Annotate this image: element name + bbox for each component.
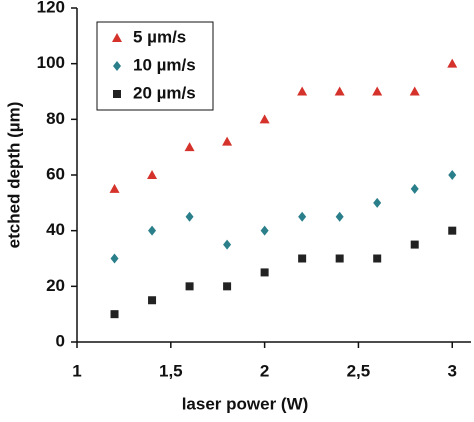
y-tick-label: 40: [46, 220, 65, 239]
legend-marker: [113, 90, 121, 98]
x-tick-label: 3: [448, 361, 457, 380]
point: [148, 296, 157, 305]
x-tick-label: 1: [72, 361, 81, 380]
point: [110, 310, 119, 319]
x-axis-label: laser power (W): [182, 394, 309, 413]
x-tick-label: 2: [260, 361, 269, 380]
point: [298, 254, 307, 263]
point: [260, 268, 269, 277]
point: [410, 183, 419, 194]
y-axis-label: etched depth (µm): [4, 102, 23, 249]
point: [185, 282, 194, 291]
legend-marker: [113, 61, 121, 71]
point: [447, 58, 458, 68]
y-tick-label: 100: [37, 53, 65, 72]
y-tick-label: 20: [46, 276, 65, 295]
point: [184, 142, 195, 152]
point: [298, 211, 307, 222]
point: [409, 86, 420, 96]
point: [335, 254, 344, 263]
y-tick-label: 120: [37, 0, 65, 16]
x-tick-label: 1,5: [159, 361, 183, 380]
point: [223, 282, 232, 291]
point: [148, 225, 157, 236]
point: [222, 136, 233, 146]
point: [373, 197, 382, 208]
y-tick-label: 0: [56, 331, 65, 350]
point: [335, 211, 344, 222]
y-tick-label: 80: [46, 109, 65, 128]
point: [109, 183, 120, 193]
point: [110, 253, 119, 264]
x-tick-label: 2,5: [347, 361, 371, 380]
legend-label: 10 µm/s: [133, 55, 196, 74]
point: [297, 86, 308, 96]
point: [373, 254, 382, 263]
legend-marker: [112, 33, 122, 42]
point: [259, 114, 270, 124]
point: [147, 170, 158, 179]
legend-label: 5 µm/s: [133, 27, 186, 46]
point: [260, 225, 269, 236]
point: [223, 239, 232, 250]
legend-label: 20 µm/s: [133, 83, 196, 102]
point: [334, 86, 345, 96]
point: [185, 211, 194, 222]
point: [372, 86, 383, 96]
point: [448, 226, 457, 235]
point: [448, 170, 457, 180]
y-tick-label: 60: [46, 164, 65, 183]
point: [410, 240, 419, 249]
